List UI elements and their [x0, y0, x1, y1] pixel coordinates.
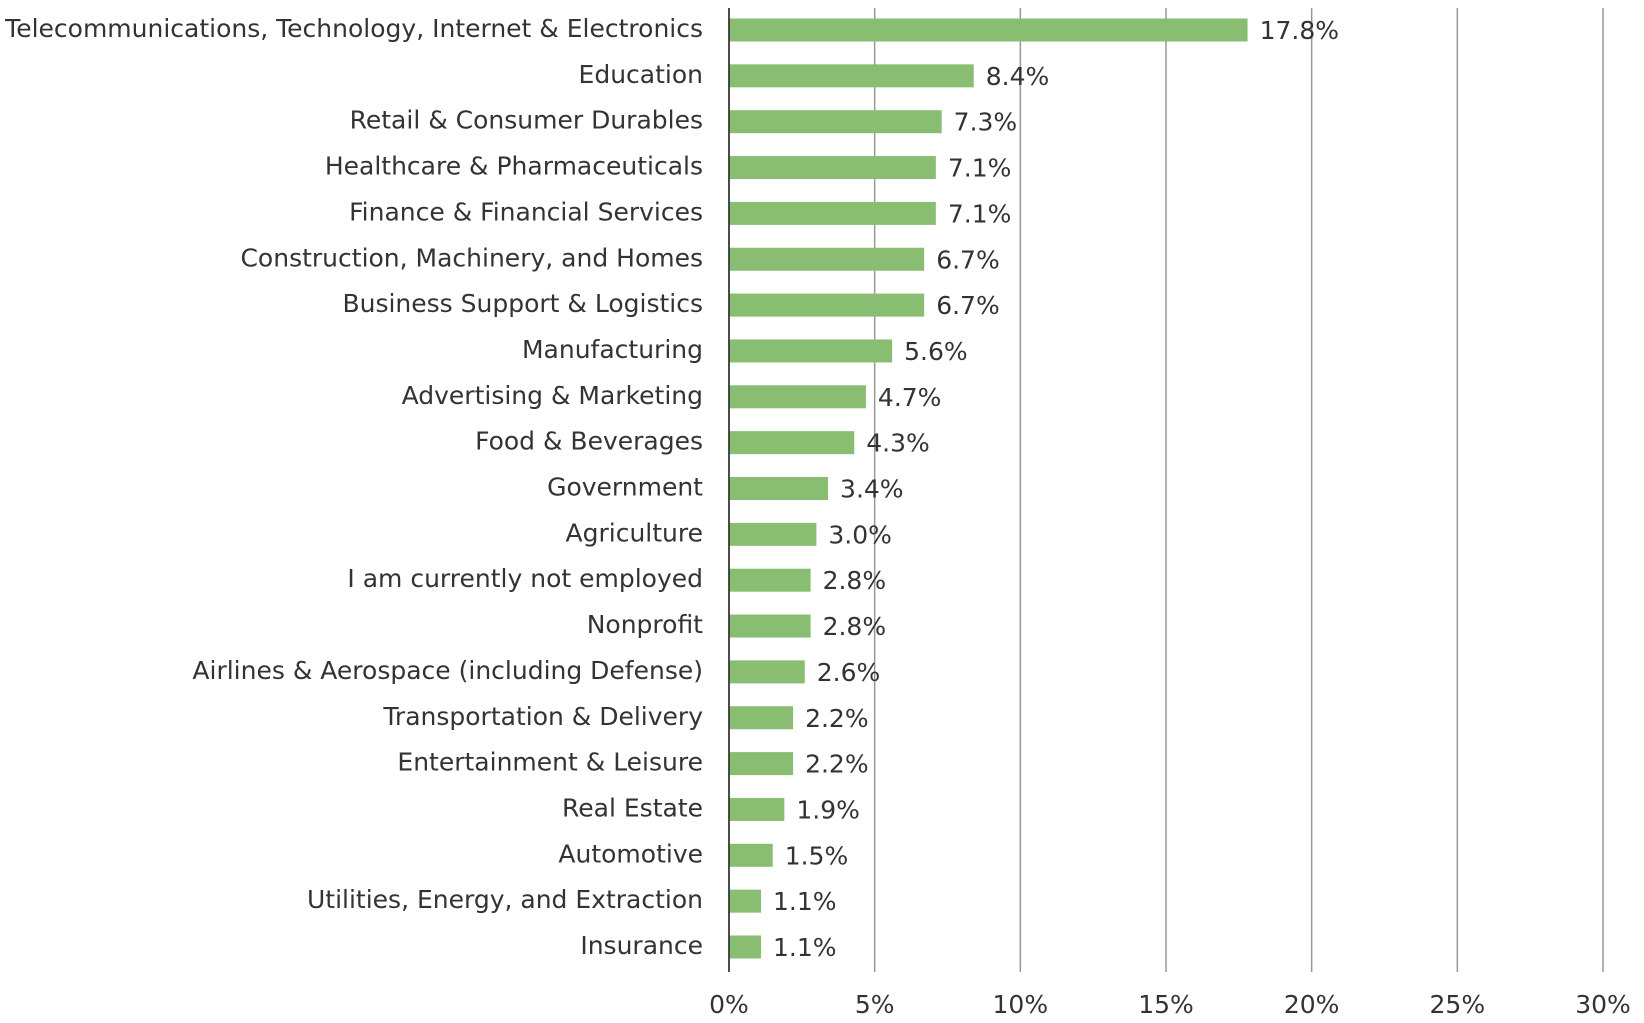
- y-tick-label: Business Support & Logistics: [342, 289, 703, 318]
- y-tick-label: Real Estate: [562, 793, 703, 822]
- x-tick-label: 30%: [1575, 990, 1631, 1019]
- data-label: 1.1%: [773, 887, 837, 916]
- y-tick-label: Automotive: [558, 839, 703, 868]
- bar: [729, 935, 762, 959]
- y-tick-label: Entertainment & Leisure: [397, 748, 703, 777]
- data-label: 8.4%: [986, 62, 1050, 91]
- x-tick-label: 0%: [709, 990, 749, 1019]
- bar: [729, 64, 974, 88]
- data-label: 2.8%: [823, 612, 887, 641]
- bar: [729, 522, 817, 546]
- data-label: 1.1%: [773, 933, 837, 962]
- bar: [729, 660, 805, 684]
- y-tick-label: Finance & Financial Services: [349, 197, 703, 226]
- y-tick-label: Government: [547, 473, 703, 502]
- data-label: 2.6%: [817, 658, 881, 687]
- y-tick-label: Education: [579, 60, 703, 89]
- data-label: 3.0%: [828, 520, 892, 549]
- bar: [729, 843, 773, 867]
- data-label: 2.2%: [805, 750, 869, 779]
- y-tick-label: Food & Beverages: [475, 427, 703, 456]
- bar: [729, 614, 811, 638]
- bar: [729, 431, 855, 455]
- bar: [729, 247, 925, 271]
- data-label: 1.9%: [796, 795, 860, 824]
- y-tick-label: Advertising & Marketing: [402, 381, 703, 410]
- data-label: 2.8%: [823, 566, 887, 595]
- y-tick-label: Telecommunications, Technology, Internet…: [4, 14, 703, 43]
- y-tick-label: Insurance: [580, 931, 703, 960]
- y-tick-label: Utilities, Energy, and Extraction: [307, 885, 703, 914]
- data-label: 17.8%: [1260, 16, 1339, 45]
- x-tick-label: 5%: [855, 990, 895, 1019]
- y-tick-label: Healthcare & Pharmaceuticals: [325, 152, 703, 181]
- y-tick-label: Retail & Consumer Durables: [350, 106, 703, 135]
- bar: [729, 752, 794, 776]
- bar: [729, 293, 925, 317]
- data-label: 4.3%: [866, 429, 930, 458]
- data-label: 6.7%: [936, 291, 1000, 320]
- bar: [729, 706, 794, 730]
- data-label: 1.5%: [785, 841, 849, 870]
- bar: [729, 797, 785, 821]
- data-label: 7.1%: [948, 199, 1012, 228]
- x-tick-label: 10%: [993, 990, 1049, 1019]
- y-tick-label: Agriculture: [566, 518, 704, 547]
- data-label: 5.6%: [904, 337, 968, 366]
- y-tick-label: Airlines & Aerospace (including Defense): [192, 656, 703, 685]
- bar: [729, 110, 942, 134]
- x-tick-label: 15%: [1138, 990, 1194, 1019]
- bar: [729, 18, 1248, 42]
- bar: [729, 889, 762, 913]
- data-label: 7.1%: [948, 154, 1012, 183]
- data-label: 3.4%: [840, 475, 904, 504]
- y-tick-label: Construction, Machinery, and Homes: [240, 243, 703, 272]
- bar: [729, 156, 936, 180]
- bar: [729, 477, 829, 500]
- y-tick-label: I am currently not employed: [347, 564, 703, 593]
- bar: [729, 568, 811, 592]
- data-label: 4.7%: [878, 383, 942, 412]
- data-label: 7.3%: [954, 108, 1018, 137]
- y-tick-label: Transportation & Delivery: [382, 702, 703, 731]
- data-label: 2.2%: [805, 704, 869, 733]
- bar: [729, 339, 893, 363]
- bar: [729, 385, 866, 409]
- y-tick-label: Nonprofit: [587, 610, 703, 639]
- x-tick-label: 20%: [1284, 990, 1340, 1019]
- data-label: 6.7%: [936, 245, 1000, 274]
- bar: [729, 201, 936, 225]
- x-tick-label: 25%: [1430, 990, 1486, 1019]
- y-tick-label: Manufacturing: [522, 335, 703, 364]
